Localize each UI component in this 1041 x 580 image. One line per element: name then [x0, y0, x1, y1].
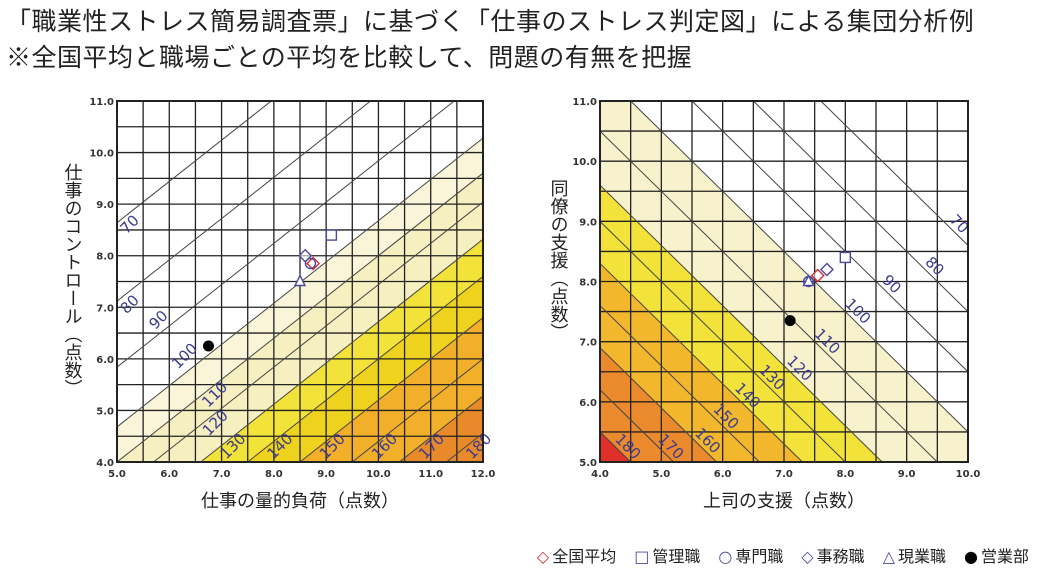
y-tick-label: 7.0	[96, 303, 114, 314]
legend-label: 営業部	[980, 547, 1029, 566]
contour-line-80	[752, 100, 969, 312]
x-tick-label: 12.0	[471, 469, 496, 480]
legend: ◇ 全国平均 □ 管理職 ○ 専門職 ◇ 事務職 △ 現業職 ● 営業部	[537, 543, 1029, 567]
contour-line-110	[116, 172, 484, 463]
legend-item: ● 営業部	[964, 543, 1029, 567]
plot-border	[116, 100, 484, 463]
legend-label: 現業職	[898, 547, 947, 566]
y-tick-label: 10.0	[572, 157, 597, 168]
data-point-diamond	[306, 256, 321, 271]
x-tick-label: 7.0	[213, 469, 231, 480]
contour-line-110	[599, 130, 938, 463]
legend-item: ◇ 全国平均	[537, 543, 616, 567]
title-line-2: ※全国平均と職場ごとの平均を比較して、問題の有無を把握	[6, 43, 693, 72]
x-tick-label: 7.0	[775, 469, 793, 480]
contour-line-140	[599, 263, 803, 463]
y-tick-label: 8.0	[96, 252, 114, 263]
contour-line-80	[116, 100, 371, 302]
y-tick-label: 7.0	[579, 338, 597, 349]
contour-line-100	[630, 100, 969, 433]
contour-line-170	[399, 395, 484, 463]
data-point-triangle	[802, 273, 815, 287]
y-tick-label: 8.0	[579, 278, 597, 289]
x-tick-label: 10.0	[956, 469, 981, 480]
y-tick-label: 6.0	[96, 355, 114, 366]
triangle-marker-icon: △	[882, 547, 895, 566]
y-tick-label: 10.0	[89, 149, 114, 160]
legend-item: ○ 専門職	[718, 543, 783, 567]
y-tick-label: 6.0	[579, 398, 597, 409]
plot-area	[116, 100, 484, 463]
circle-marker-icon: ○	[718, 547, 733, 566]
filled-circle-marker-icon: ●	[964, 547, 978, 566]
legend-item: △ 現業職	[883, 543, 946, 567]
contour-line-130	[599, 220, 846, 463]
contour-line-170	[599, 389, 674, 463]
legend-item: □ 管理職	[634, 543, 700, 567]
x-tick-label: 8.0	[836, 469, 854, 480]
data-point-circle	[304, 257, 317, 270]
x-tick-label: 5.0	[108, 469, 126, 480]
data-point-filled-circle	[784, 315, 796, 327]
contour-line-160	[351, 358, 484, 463]
contour-line-90	[116, 100, 455, 368]
x-tick-label: 6.0	[714, 469, 732, 480]
plot-border	[599, 100, 969, 463]
data-point-filled-circle	[203, 340, 214, 352]
y-axis-label: 同僚の支援（点数）	[548, 179, 569, 341]
x-axis-label: 仕事の量的負荷（点数）	[201, 491, 399, 512]
contour-line-130	[200, 238, 484, 463]
contour-line-150	[299, 317, 484, 463]
contour-line-70	[820, 100, 969, 246]
contour-line-160	[599, 347, 717, 463]
legend-label: 事務職	[816, 547, 865, 566]
data-point-diamond	[819, 262, 834, 277]
data-point-diamond	[298, 248, 313, 263]
y-tick-label: 11.0	[572, 97, 597, 108]
x-tick-label: 8.0	[265, 469, 283, 480]
data-point-square	[325, 229, 338, 241]
contour-line-140	[247, 275, 484, 463]
y-axis-label: 仕事のコントロール（点数）	[62, 163, 83, 397]
data-point-square	[839, 251, 852, 264]
y-tick-label: 9.0	[96, 200, 114, 211]
legend-label: 全国平均	[552, 547, 617, 566]
contour-line-180	[446, 432, 484, 463]
y-tick-label: 11.0	[89, 97, 114, 108]
diamond-marker-icon: ◇	[536, 547, 550, 566]
y-tick-label: 5.0	[579, 458, 597, 469]
y-tick-label: 5.0	[96, 406, 114, 417]
data-point-diamond	[810, 268, 825, 283]
title-line-1: 「職業性ストレス簡易調査票」に基づく「仕事のストレス判定図」による集団分析例	[6, 7, 975, 36]
legend-item: ◇ 事務職	[801, 543, 864, 567]
y-tick-label: 4.0	[96, 458, 114, 469]
x-tick-label: 10.0	[366, 469, 391, 480]
contour-line-70	[116, 100, 272, 224]
contour-line-150	[599, 305, 760, 463]
x-tick-label: 6.0	[160, 469, 178, 480]
x-tick-label: 4.0	[591, 469, 609, 480]
contour-line-180	[599, 431, 632, 463]
plot-area	[599, 100, 969, 463]
diamond-marker-icon: ◇	[801, 547, 814, 566]
contour-line-120	[153, 201, 484, 463]
x-axis-label: 上司の支援（点数）	[703, 491, 865, 512]
x-tick-label: 5.0	[652, 469, 670, 480]
legend-label: 専門職	[735, 547, 784, 566]
x-tick-label: 11.0	[418, 469, 443, 480]
contour-line-120	[599, 184, 883, 463]
y-tick-label: 9.0	[579, 217, 597, 228]
legend-label: 管理職	[652, 547, 701, 566]
x-tick-label: 9.0	[898, 469, 916, 480]
square-marker-icon: □	[634, 547, 650, 566]
contour-line-90	[691, 100, 969, 373]
data-point-triangle	[293, 273, 307, 287]
x-tick-label: 9.0	[317, 469, 335, 480]
